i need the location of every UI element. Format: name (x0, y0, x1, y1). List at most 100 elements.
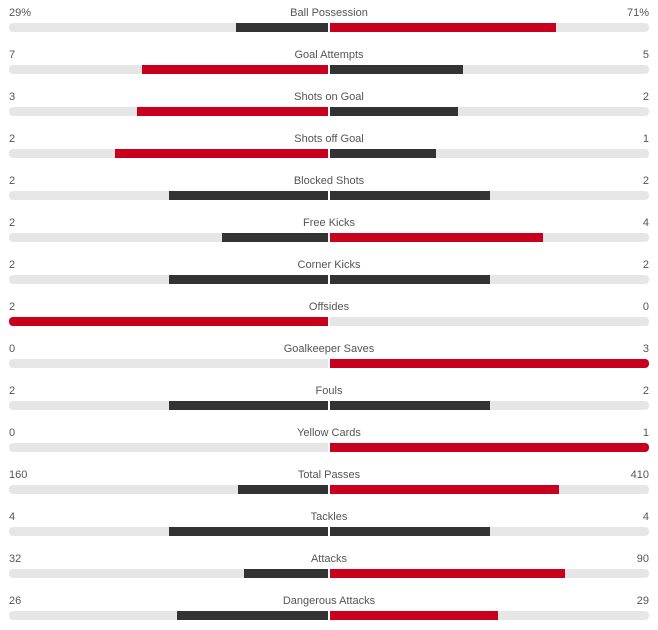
away-value: 29 (636, 595, 649, 607)
stat-row: 0 Yellow Cards 1 (0, 420, 658, 462)
away-bar-track (330, 317, 649, 326)
home-bar-track (9, 401, 328, 410)
stat-label: Ball Possession (290, 7, 368, 19)
home-bar-track (9, 149, 328, 158)
away-bar-fill (330, 443, 649, 452)
stat-row: 26 Dangerous Attacks 29 (0, 588, 658, 630)
away-bar-fill (330, 527, 490, 536)
stat-label: Fouls (315, 385, 343, 397)
home-value: 2 (9, 133, 16, 145)
stat-bar (9, 485, 649, 494)
home-bar-fill (168, 527, 328, 536)
away-bar-fill (330, 359, 649, 368)
stat-bar (9, 401, 649, 410)
stat-label: Free Kicks (303, 217, 355, 229)
home-bar-fill (141, 65, 328, 74)
away-bar-track (330, 275, 649, 284)
home-value: 29% (9, 7, 32, 19)
away-value: 2 (642, 385, 649, 397)
away-bar-track (330, 527, 649, 536)
away-bar-track (330, 611, 649, 620)
home-value: 2 (9, 175, 16, 187)
home-bar-fill (168, 191, 328, 200)
away-bar-track (330, 107, 649, 116)
stat-label: Goalkeeper Saves (283, 343, 375, 355)
home-bar-fill (235, 23, 328, 32)
stat-row: 7 Goal Attempts 5 (0, 42, 658, 84)
stat-row: 29% Ball Possession 71% (0, 0, 658, 42)
stat-row: 2 Free Kicks 4 (0, 210, 658, 252)
home-bar-track (9, 611, 328, 620)
stat-row: 0 Goalkeeper Saves 3 (0, 336, 658, 378)
away-bar-fill (330, 191, 490, 200)
stat-label: Corner Kicks (297, 259, 361, 271)
home-bar-fill (115, 149, 328, 158)
home-value: 4 (9, 511, 16, 523)
away-bar-track (330, 569, 649, 578)
stat-bar (9, 23, 649, 32)
away-bar-track (330, 149, 649, 158)
home-value: 2 (9, 259, 16, 271)
away-value: 71% (626, 7, 649, 19)
home-value: 3 (9, 91, 16, 103)
stat-row: 2 Blocked Shots 2 (0, 168, 658, 210)
away-bar-fill (330, 569, 566, 578)
stat-row: 3 Shots on Goal 2 (0, 84, 658, 126)
away-bar-fill (330, 275, 490, 284)
home-bar-fill (9, 317, 328, 326)
away-value: 2 (642, 175, 649, 187)
away-value: 2 (642, 259, 649, 271)
home-value: 2 (9, 217, 16, 229)
away-bar-track (330, 401, 649, 410)
home-bar-track (9, 107, 328, 116)
away-bar-track (330, 359, 649, 368)
home-bar-fill (244, 569, 328, 578)
home-bar-fill (168, 275, 328, 284)
stat-bar (9, 275, 649, 284)
away-bar-track (330, 233, 649, 242)
home-bar-track (9, 317, 328, 326)
home-value: 32 (9, 553, 22, 565)
stat-label: Dangerous Attacks (282, 595, 376, 607)
stat-bar (9, 443, 649, 452)
away-bar-fill (330, 149, 437, 158)
away-bar-fill (330, 107, 458, 116)
away-bar-track (330, 23, 649, 32)
away-bar-fill (330, 611, 499, 620)
away-bar-fill (330, 485, 560, 494)
away-value: 0 (642, 301, 649, 313)
home-bar-track (9, 569, 328, 578)
home-bar-track (9, 233, 328, 242)
stat-label: Shots on Goal (294, 91, 364, 103)
stat-label: Total Passes (297, 469, 361, 481)
stat-label: Offsides (308, 301, 350, 313)
away-value: 90 (636, 553, 649, 565)
stat-bar (9, 527, 649, 536)
stat-label: Blocked Shots (293, 175, 365, 187)
home-bar-fill (168, 401, 328, 410)
stat-label: Shots off Goal (294, 133, 364, 145)
stat-row: 2 Corner Kicks 2 (0, 252, 658, 294)
away-value: 5 (642, 49, 649, 61)
stat-bar (9, 65, 649, 74)
home-value: 0 (9, 427, 16, 439)
home-bar-fill (136, 107, 328, 116)
away-value: 3 (642, 343, 649, 355)
away-value: 1 (642, 427, 649, 439)
home-value: 7 (9, 49, 16, 61)
home-value: 26 (9, 595, 22, 607)
away-bar-track (330, 65, 649, 74)
away-bar-track (330, 191, 649, 200)
stat-row: 2 Offsides 0 (0, 294, 658, 336)
stat-row: 4 Tackles 4 (0, 504, 658, 546)
stat-row: 2 Fouls 2 (0, 378, 658, 420)
home-value: 2 (9, 301, 16, 313)
away-value: 1 (642, 133, 649, 145)
stat-bar (9, 107, 649, 116)
away-bar-track (330, 443, 649, 452)
away-bar-fill (330, 23, 557, 32)
stat-label: Goal Attempts (294, 49, 364, 61)
home-value: 160 (9, 469, 28, 481)
stat-row: 32 Attacks 90 (0, 546, 658, 588)
